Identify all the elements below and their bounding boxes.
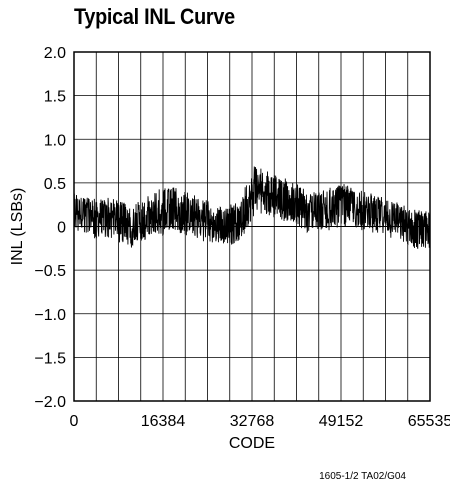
y-axis-label: INL (LSBs) <box>9 188 26 266</box>
y-tick-label: −0.5 <box>34 263 66 280</box>
y-tick-label: 0 <box>57 220 66 237</box>
y-tick-label: 2.0 <box>44 45 66 62</box>
x-tick-label: 65535 <box>408 413 450 430</box>
x-tick-label: 16384 <box>141 413 186 430</box>
y-tick-label: 0.5 <box>44 176 66 193</box>
y-tick-label: 1.5 <box>44 89 66 106</box>
y-tick-label: −1.0 <box>34 307 66 324</box>
chart-title: Typical INL Curve <box>74 4 235 29</box>
inl-trace <box>74 166 430 249</box>
x-axis-label: CODE <box>229 435 275 452</box>
x-tick-label: 49152 <box>319 413 364 430</box>
x-tick-label: 32768 <box>230 413 275 430</box>
plot-frame <box>73 51 431 402</box>
series-layer <box>74 166 430 249</box>
y-tick-label: 1.0 <box>44 132 66 149</box>
tick-label-layer: 2.01.51.00.50−0.5−1.0−1.5−2.00 16384 32768… <box>34 45 450 430</box>
x-tick-label: 0 <box>70 413 79 430</box>
figure-code: 1605-1/2 TA02/G04 <box>319 471 406 482</box>
y-tick-label: −2.0 <box>34 394 66 411</box>
y-tick-label: −1.5 <box>34 350 66 367</box>
